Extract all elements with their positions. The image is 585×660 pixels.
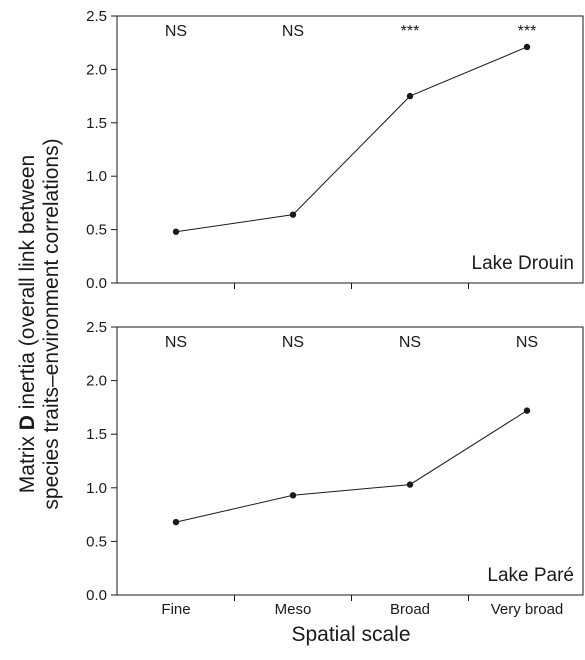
panel-label: Lake Drouin: [472, 253, 574, 274]
data-point: [172, 228, 180, 235]
x-axis-title: Spatial scale: [291, 623, 410, 646]
y-tick-label: 1.0: [86, 480, 107, 497]
y-tick-label: 0.0: [86, 587, 107, 604]
significance-label: NS: [282, 23, 304, 40]
significance-label: NS: [516, 334, 538, 351]
panel-lake-pare: 0.0 0.5 1.0 1.5 2.0 2.5 Fine Meso Broad Very broa…: [86, 319, 584, 618]
plot-frame: [116, 326, 584, 596]
data-point: [406, 481, 414, 488]
significance-label: NS: [165, 23, 187, 40]
x-tick-label: Very broad: [491, 601, 564, 618]
panel-lake-drouin: 0.0 0.5 1.0 1.5 2.0 2.5 NS NS *** *** Lake Drouin: [86, 8, 584, 292]
y-tick-label: 0.5: [86, 222, 107, 239]
y-tick-label: 2.0: [86, 61, 107, 78]
y-tick-label: 2.5: [86, 8, 107, 25]
panel-label: Lake Paré: [487, 565, 574, 586]
y-axis-title-line2: species traits–environment correlations): [40, 138, 63, 509]
y-tick-label: 1.5: [86, 115, 107, 132]
y-tick-label: 1.5: [86, 426, 107, 443]
plot-frame: [116, 15, 584, 284]
significance-label: ***: [401, 23, 420, 40]
x-tick-label: Fine: [161, 601, 190, 618]
significance-label: NS: [165, 334, 187, 351]
data-point: [289, 492, 297, 499]
y-tick-label: 1.0: [86, 168, 107, 185]
significance-label: NS: [282, 334, 304, 351]
x-tick-label: Broad: [390, 601, 430, 618]
significance-label: ***: [518, 23, 537, 40]
data-point: [523, 43, 531, 51]
y-tick-label: 0.5: [86, 533, 107, 550]
y-axis-title-line1: Matrix D inertia (overall link between: [16, 155, 39, 493]
data-point: [172, 518, 180, 526]
y-tick-label: 2.0: [86, 373, 107, 390]
y-tick-label: 2.5: [86, 319, 107, 336]
y-tick-label: 0.0: [86, 275, 107, 292]
series-line: [175, 410, 528, 523]
data-point: [406, 92, 414, 100]
significance-label: NS: [399, 334, 421, 351]
data-point: [289, 211, 297, 218]
x-tick-label: Meso: [275, 601, 312, 618]
series-line: [175, 46, 528, 233]
data-point: [523, 407, 531, 414]
